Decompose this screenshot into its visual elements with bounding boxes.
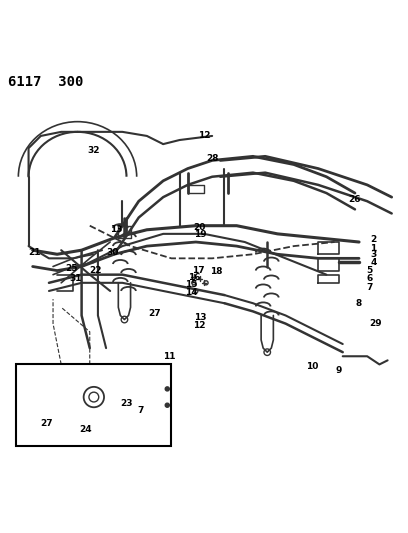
Text: 7: 7	[137, 406, 144, 415]
Text: 5: 5	[366, 266, 373, 275]
Text: 9: 9	[335, 366, 342, 375]
Text: 13: 13	[194, 313, 206, 322]
Text: 29: 29	[369, 319, 381, 328]
Text: 22: 22	[90, 266, 102, 275]
Text: 19: 19	[194, 230, 206, 239]
Text: 21: 21	[29, 248, 41, 257]
Text: 17: 17	[192, 266, 204, 275]
Text: 16: 16	[188, 273, 200, 282]
Text: 24: 24	[80, 425, 92, 434]
Text: 30: 30	[106, 248, 118, 257]
Circle shape	[165, 403, 169, 407]
Text: 27: 27	[41, 419, 53, 428]
Text: 6117  300: 6117 300	[8, 75, 84, 88]
Text: 18: 18	[210, 267, 222, 276]
Text: 31: 31	[69, 274, 82, 283]
Text: 27: 27	[149, 309, 161, 318]
Text: 12: 12	[193, 321, 205, 330]
Text: 12: 12	[198, 132, 210, 140]
Text: 10: 10	[306, 362, 318, 371]
Text: 28: 28	[206, 154, 218, 163]
Text: 4: 4	[370, 258, 377, 267]
Text: 20: 20	[194, 223, 206, 232]
Text: 25: 25	[65, 264, 78, 273]
Text: 14: 14	[185, 288, 197, 297]
Text: 26: 26	[349, 195, 361, 204]
Text: 6: 6	[366, 274, 373, 283]
Text: 8: 8	[356, 298, 362, 308]
Bar	[16, 365, 171, 446]
Text: 23: 23	[120, 399, 133, 408]
Text: 15: 15	[186, 280, 198, 289]
Text: 32: 32	[88, 146, 100, 155]
Text: 13: 13	[110, 225, 122, 235]
Text: 11: 11	[163, 352, 175, 361]
Circle shape	[165, 387, 169, 391]
Text: 1: 1	[370, 244, 377, 253]
Text: 7: 7	[366, 283, 373, 292]
Text: 3: 3	[370, 250, 377, 259]
Text: 2: 2	[370, 236, 377, 245]
